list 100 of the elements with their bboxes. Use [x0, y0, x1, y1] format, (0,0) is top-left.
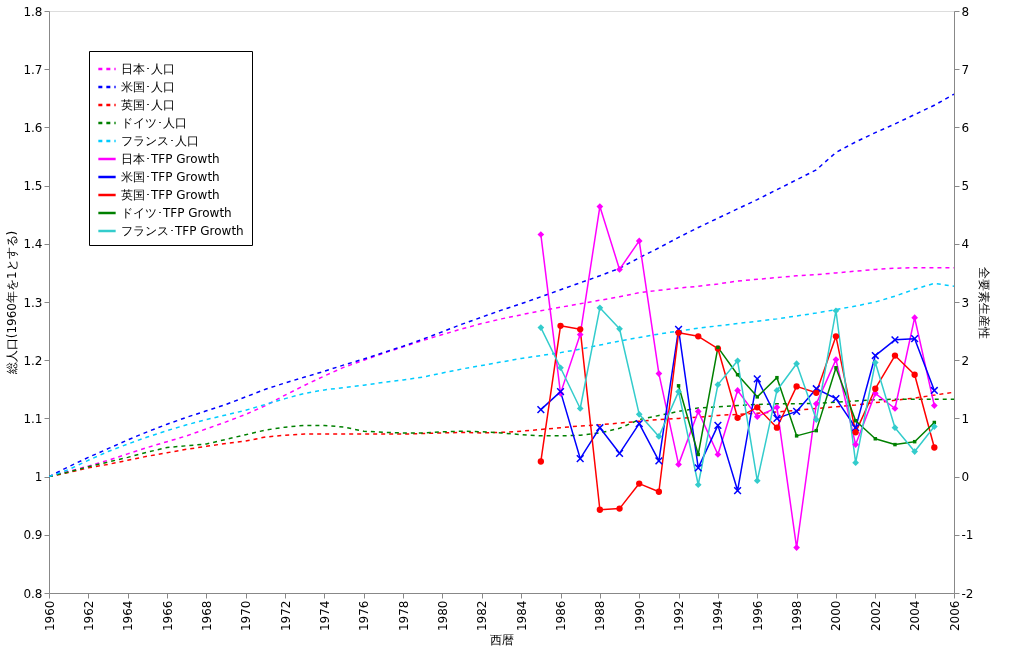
point: [734, 414, 741, 421]
y2-tick-label: -1: [961, 528, 974, 543]
x-tick-label: 1962: [81, 600, 96, 632]
x-tick-label: 1966: [160, 600, 175, 632]
point: [654, 456, 663, 465]
point: [772, 414, 782, 423]
point: [636, 480, 643, 487]
point: [813, 389, 820, 396]
legend-label: 日本･人口: [121, 62, 175, 76]
point: [734, 387, 741, 394]
legend-label: フランス･TFP Growth: [121, 224, 244, 238]
legend-label: フランス･人口: [121, 134, 199, 148]
point: [616, 505, 623, 512]
point: [733, 486, 742, 495]
point: [812, 400, 820, 408]
x-tick-label: 2000: [829, 600, 844, 632]
point: [635, 419, 644, 428]
point: [655, 370, 663, 377]
y2-tick-label: 3: [961, 295, 970, 310]
y2-tick-label: 4: [961, 237, 970, 252]
point: [851, 423, 860, 432]
point: [596, 506, 604, 513]
x-tick-label: 1994: [711, 600, 726, 632]
x-tick-label: 1976: [357, 600, 372, 632]
y-tick-label: 0.8: [23, 586, 43, 601]
point: [812, 416, 820, 423]
y2-tick-label: 2: [961, 353, 970, 368]
point: [910, 334, 919, 343]
point: [872, 385, 879, 392]
point: [755, 395, 759, 399]
point: [537, 458, 545, 465]
x-tick-label: 1968: [199, 600, 214, 632]
point: [616, 325, 623, 333]
legend-label: ドイツ･TFP Growth: [121, 206, 232, 220]
point: [793, 360, 800, 368]
point: [871, 359, 879, 366]
point: [536, 405, 545, 414]
point: [930, 386, 939, 395]
point: [577, 326, 584, 333]
legend-label: 英国･TFP Growth: [121, 188, 220, 202]
line-series: [49, 93, 954, 478]
point: [754, 404, 761, 411]
x-tick-label: 2004: [908, 600, 923, 632]
legend-label: 米国･人口: [121, 80, 175, 94]
point: [655, 433, 663, 440]
point: [557, 364, 564, 372]
y2-tick-label: 1: [961, 411, 970, 426]
point: [891, 352, 899, 359]
y2-tick-label: 5: [961, 179, 970, 194]
y-tick-label: 1.8: [23, 4, 43, 19]
y2-tick-label: 8: [961, 4, 970, 19]
point: [852, 441, 859, 448]
point: [674, 325, 683, 334]
legend-label: ドイツ･人口: [121, 116, 187, 130]
y2-tick-label: 7: [961, 62, 970, 77]
point: [891, 424, 899, 432]
y-tick-label: 1.5: [23, 179, 43, 194]
point: [655, 488, 663, 495]
point: [873, 437, 878, 441]
x-tick-label: 1992: [672, 600, 687, 632]
point: [871, 351, 880, 360]
point: [596, 203, 604, 210]
point: [893, 442, 897, 447]
point: [773, 424, 781, 431]
point: [557, 322, 564, 330]
x-tick-label: 1964: [121, 600, 136, 632]
x-tick-label: 1984: [514, 600, 529, 632]
point: [616, 266, 623, 273]
point: [695, 333, 702, 340]
y-tick-label: 1.6: [23, 120, 43, 135]
legend-label: 米国･TFP Growth: [121, 170, 220, 184]
point: [596, 304, 604, 312]
x-tick-label: 1974: [317, 600, 332, 632]
y-tick-label: 1.4: [23, 237, 43, 252]
point: [890, 335, 900, 344]
point: [676, 384, 681, 388]
point: [675, 461, 682, 468]
legend-label: 日本･TFP Growth: [121, 152, 220, 166]
point: [635, 237, 643, 245]
point: [793, 544, 800, 551]
point: [793, 383, 800, 390]
point: [753, 477, 761, 485]
point: [576, 405, 584, 412]
x-tick-label: 1988: [593, 600, 608, 632]
point: [675, 329, 682, 336]
x-tick-label: 1978: [396, 600, 411, 632]
point: [794, 434, 799, 438]
point: [812, 384, 821, 393]
x-tick-label: 1972: [278, 600, 293, 632]
x-tick-label: 2002: [868, 600, 883, 632]
y2-tick-label: 0: [961, 470, 970, 485]
point: [576, 331, 584, 338]
point: [832, 333, 840, 340]
point: [753, 413, 761, 421]
y-tick-label: 1: [34, 470, 43, 485]
point: [694, 463, 703, 472]
point: [595, 423, 604, 432]
y-tick-label: 1.1: [23, 411, 43, 426]
point: [773, 403, 781, 411]
x-tick-label: 1998: [790, 600, 805, 632]
